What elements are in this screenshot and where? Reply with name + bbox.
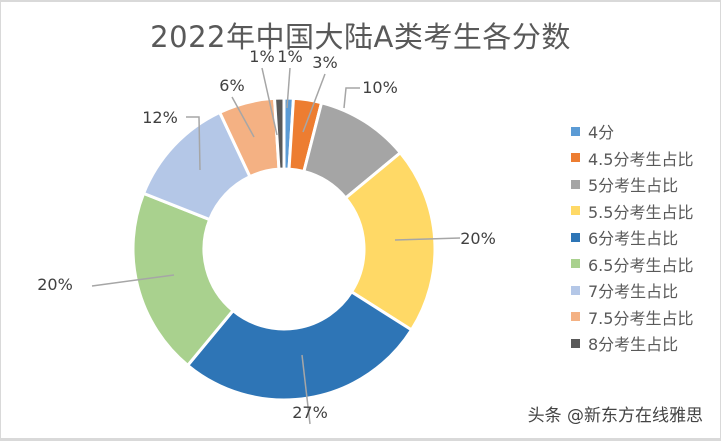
data-label: 20%	[460, 229, 496, 248]
watermark: 头条 @新东方在线雅思	[528, 401, 703, 426]
data-label: 10%	[362, 78, 398, 97]
data-label: 6%	[219, 76, 244, 95]
legend-label: 6.5分考生占比	[588, 252, 693, 276]
legend-label: 5.5分考生占比	[588, 199, 693, 223]
donut-slices	[133, 98, 435, 400]
legend-item: 5.5分考生占比	[571, 198, 693, 225]
legend: 4分 4.5分考生占比 5分考生占比 5.5分考生占比 6分考生占比 6.5分考…	[571, 118, 693, 357]
legend-item: 7.5分考生占比	[571, 304, 693, 331]
legend-label: 5分考生占比	[588, 172, 678, 196]
legend-swatch	[571, 180, 580, 189]
data-label: 27%	[292, 403, 328, 422]
legend-label: 6分考生占比	[588, 225, 678, 249]
legend-label: 4.5分考生占比	[588, 146, 693, 170]
data-label: 1%	[277, 47, 302, 66]
data-label: 12%	[142, 108, 178, 127]
legend-label: 7分考生占比	[588, 278, 678, 302]
data-label: 3%	[312, 53, 337, 72]
legend-label: 8分考生占比	[588, 331, 678, 355]
legend-item: 7分考生占比	[571, 277, 693, 304]
legend-item: 6.5分考生占比	[571, 251, 693, 278]
legend-label: 4分	[588, 119, 614, 143]
legend-item: 4.5分考生占比	[571, 145, 693, 172]
data-label: 20%	[37, 275, 73, 294]
legend-swatch	[571, 206, 580, 215]
legend-label: 7.5分考生占比	[588, 305, 693, 329]
legend-swatch	[571, 153, 580, 162]
legend-swatch	[571, 286, 580, 295]
legend-swatch	[571, 312, 580, 321]
legend-swatch	[571, 127, 580, 136]
legend-item: 6分考生占比	[571, 224, 693, 251]
legend-swatch	[571, 339, 580, 348]
legend-item: 5分考生占比	[571, 171, 693, 198]
legend-swatch	[571, 233, 580, 242]
legend-item: 8分考生占比	[571, 330, 693, 357]
leader-line	[344, 88, 360, 108]
legend-swatch	[571, 259, 580, 268]
legend-item: 4分	[571, 118, 693, 145]
data-label: 1%	[249, 47, 274, 66]
